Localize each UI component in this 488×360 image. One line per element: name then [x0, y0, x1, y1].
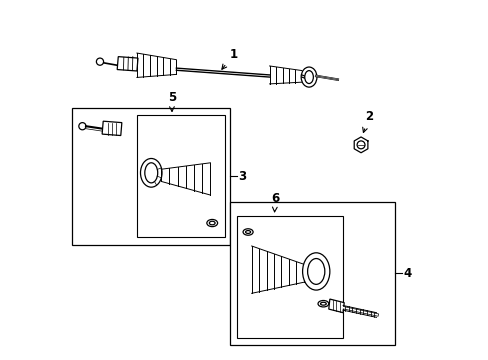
Ellipse shape	[320, 302, 325, 305]
Ellipse shape	[304, 71, 313, 84]
Ellipse shape	[245, 230, 250, 233]
Text: 6: 6	[271, 192, 279, 212]
Bar	[72, 108, 230, 244]
Ellipse shape	[317, 301, 328, 307]
Ellipse shape	[243, 229, 253, 235]
Ellipse shape	[307, 258, 324, 284]
Polygon shape	[328, 299, 344, 313]
Polygon shape	[117, 57, 138, 71]
Text: 1: 1	[222, 48, 237, 69]
Text: 2: 2	[362, 111, 372, 132]
Ellipse shape	[144, 163, 158, 183]
Circle shape	[356, 141, 364, 149]
Polygon shape	[102, 121, 122, 135]
Ellipse shape	[301, 67, 316, 87]
Text: 3: 3	[238, 170, 245, 183]
Bar	[137, 116, 224, 237]
Ellipse shape	[140, 158, 162, 187]
Circle shape	[96, 58, 103, 65]
Polygon shape	[353, 137, 367, 153]
Ellipse shape	[302, 253, 329, 290]
Circle shape	[79, 123, 86, 130]
Text: 5: 5	[167, 91, 176, 112]
Text: 4: 4	[402, 267, 410, 280]
Bar	[237, 216, 343, 338]
Bar	[230, 202, 394, 345]
Ellipse shape	[209, 221, 215, 225]
Ellipse shape	[206, 220, 217, 226]
